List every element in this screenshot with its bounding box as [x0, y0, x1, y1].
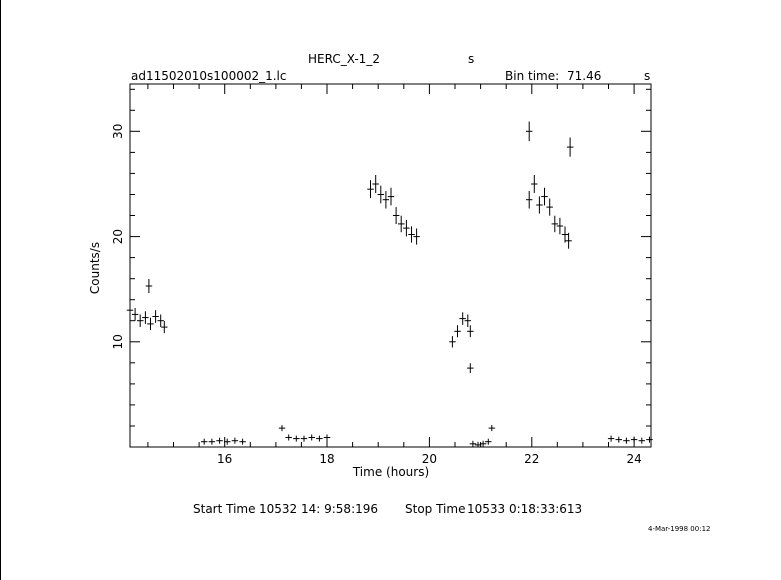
data-point [231, 437, 239, 444]
data-point [474, 441, 482, 447]
data-point [454, 325, 461, 338]
data-point [561, 226, 569, 243]
data-point [556, 217, 564, 235]
data-point [157, 314, 164, 327]
plot-frame [129, 83, 652, 448]
filename: ad11502010s100002_1.lc [131, 69, 287, 83]
data-point [526, 191, 533, 209]
data-point [459, 312, 466, 325]
y-tick-label: 20 [111, 229, 125, 244]
data-point [201, 438, 208, 445]
stop-time-label: Stop Time [405, 502, 466, 516]
data-point [239, 438, 246, 445]
start-time-label: Start Time [193, 502, 256, 516]
x-tick-label: 20 [422, 452, 437, 466]
data-point [147, 317, 154, 331]
data-point [126, 303, 134, 317]
data-point [372, 175, 379, 193]
y-tick-label: 30 [111, 124, 125, 139]
data-point [152, 310, 159, 323]
data-point [526, 121, 533, 142]
bin-time-value: 71.46 [567, 69, 602, 83]
axis-ticks: 16 18 20 22 24 10 20 30 [111, 84, 651, 466]
data-point [224, 438, 231, 445]
data-point [615, 436, 622, 443]
data-point [413, 228, 420, 245]
bin-time-unit: s [644, 69, 651, 83]
data-point [323, 434, 331, 441]
data-point [551, 215, 558, 233]
data-point [137, 314, 144, 327]
x-tick-label: 16 [217, 452, 232, 466]
data-points [126, 121, 653, 447]
data-point [531, 175, 538, 193]
data-point [469, 440, 477, 447]
data-point [565, 232, 572, 249]
data-point [630, 436, 638, 443]
data-point [408, 226, 415, 243]
start-time-value: 10532 14: 9:58:196 [259, 502, 379, 516]
data-point [145, 279, 153, 294]
data-point [216, 437, 223, 444]
data-point [293, 435, 300, 442]
data-point [623, 437, 630, 444]
data-point [142, 311, 149, 324]
data-point [485, 438, 492, 445]
data-point [467, 363, 474, 373]
data-point [536, 196, 543, 214]
data-point [387, 187, 395, 206]
stop-time-value: 10533 0:18:33:613 [467, 502, 583, 516]
data-point [208, 438, 216, 445]
data-point [316, 435, 323, 442]
y-axis-label: Counts/s [88, 242, 102, 294]
target-name: HERC_X-1_2 [308, 52, 380, 66]
data-point [467, 325, 474, 338]
data-point [638, 437, 645, 444]
data-point [403, 219, 410, 237]
data-point [300, 435, 308, 442]
left-border [0, 0, 1, 580]
target-unit: s [468, 52, 475, 66]
data-point [377, 185, 384, 204]
y-tick-label: 10 [111, 334, 125, 349]
data-point [541, 187, 548, 206]
data-point [161, 321, 168, 334]
data-point [488, 425, 496, 432]
data-point [285, 434, 292, 441]
x-tick-label: 22 [524, 452, 539, 466]
data-point [449, 336, 456, 348]
bin-time-label: Bin time: [505, 69, 560, 83]
data-point [392, 207, 400, 224]
x-tick-label: 18 [319, 452, 334, 466]
data-point [607, 435, 615, 442]
data-point [398, 215, 405, 233]
data-point [131, 308, 139, 321]
plot-date: 4-Mar-1998 00:12 [648, 525, 711, 533]
data-point [546, 198, 553, 216]
x-axis-label: Time (hours) [352, 465, 429, 479]
data-point [646, 436, 653, 443]
data-point [308, 434, 315, 441]
data-point [278, 425, 286, 432]
data-point [367, 180, 374, 199]
data-point [479, 440, 487, 447]
data-point [566, 137, 574, 157]
data-point [464, 314, 471, 327]
data-point [382, 191, 390, 209]
x-tick-label: 24 [626, 452, 641, 466]
